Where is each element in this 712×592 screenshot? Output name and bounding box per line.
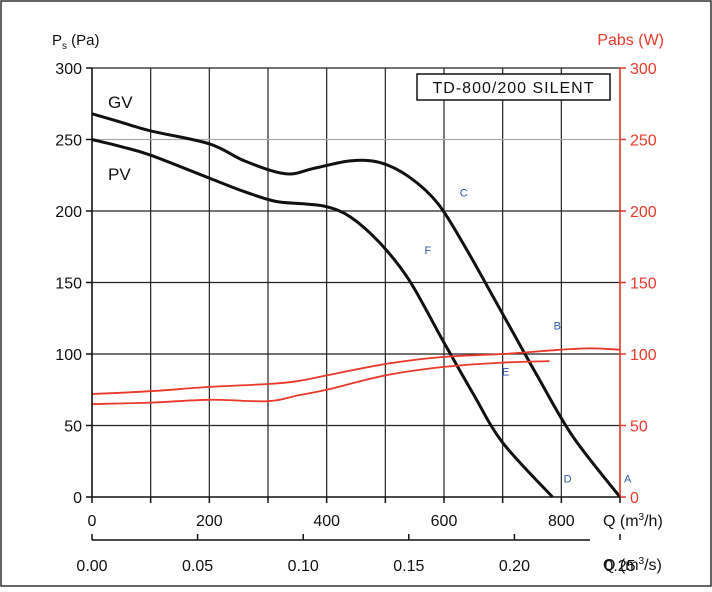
x-tick-label-m3s: 0.00: [76, 558, 107, 575]
right-tick-label: 50: [630, 419, 648, 436]
x-tick-label-m3h: 400: [313, 513, 340, 530]
operating-point-f: F: [425, 245, 432, 257]
x-axis-m3s-title: Q (m3/s): [603, 556, 662, 574]
right-tick-label: 0: [630, 490, 639, 507]
left-tick-label: 50: [64, 419, 82, 436]
curve-label-pv: PV: [108, 165, 131, 184]
model-label-box: [416, 73, 611, 101]
x-tick-label-m3s: 0.20: [499, 558, 530, 575]
left-tick-label: 250: [55, 133, 82, 150]
x-axis-m3h-title: Q (m3/h): [603, 512, 663, 530]
pressure-curve-pv: [91, 138, 554, 499]
operating-point-c: C: [460, 188, 468, 200]
left-tick-label: 200: [55, 204, 82, 221]
operating-point-e: E: [502, 366, 509, 378]
x-tick-label-m3s: 0.05: [182, 558, 213, 575]
right-tick-label: 300: [630, 61, 657, 78]
x-tick-label-m3h: 600: [431, 513, 458, 530]
x-tick-label-m3h: 800: [548, 513, 575, 530]
right-tick-label: 100: [630, 347, 657, 364]
pressure-curve-gv: [91, 112, 622, 498]
right-tick-label: 250: [630, 133, 657, 150]
x-tick-label-m3s: 0.15: [393, 558, 424, 575]
left-tick-label: 300: [55, 61, 82, 78]
x-tick-label-m3s: 0.10: [288, 558, 319, 575]
x-tick-label-m3h: 200: [196, 513, 223, 530]
right-tick-label: 150: [630, 276, 657, 293]
power-curve-2: [91, 360, 550, 405]
left-tick-label: 0: [73, 490, 82, 507]
curve-label-gv: GV: [108, 93, 133, 112]
model-label: TD-800/200 SILENT: [433, 80, 595, 97]
left-tick-label: 150: [55, 276, 82, 293]
right-axis-title: Pabs (W): [597, 32, 664, 49]
right-tick-label: 200: [630, 204, 657, 221]
left-tick-label: 100: [55, 347, 82, 364]
operating-point-b: B: [554, 321, 561, 333]
operating-point-d: D: [564, 474, 572, 486]
left-axis-title: Ps (Pa): [52, 32, 100, 52]
power-curve-1: [91, 347, 621, 395]
x-tick-label-m3h: 0: [88, 513, 97, 530]
x-tick-label-m3s: 0.25: [604, 558, 635, 575]
operating-point-a: A: [624, 474, 632, 486]
